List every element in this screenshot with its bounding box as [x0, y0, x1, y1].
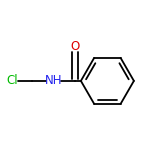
Text: O: O	[70, 40, 80, 53]
Text: NH: NH	[45, 74, 62, 87]
Text: Cl: Cl	[6, 74, 18, 87]
